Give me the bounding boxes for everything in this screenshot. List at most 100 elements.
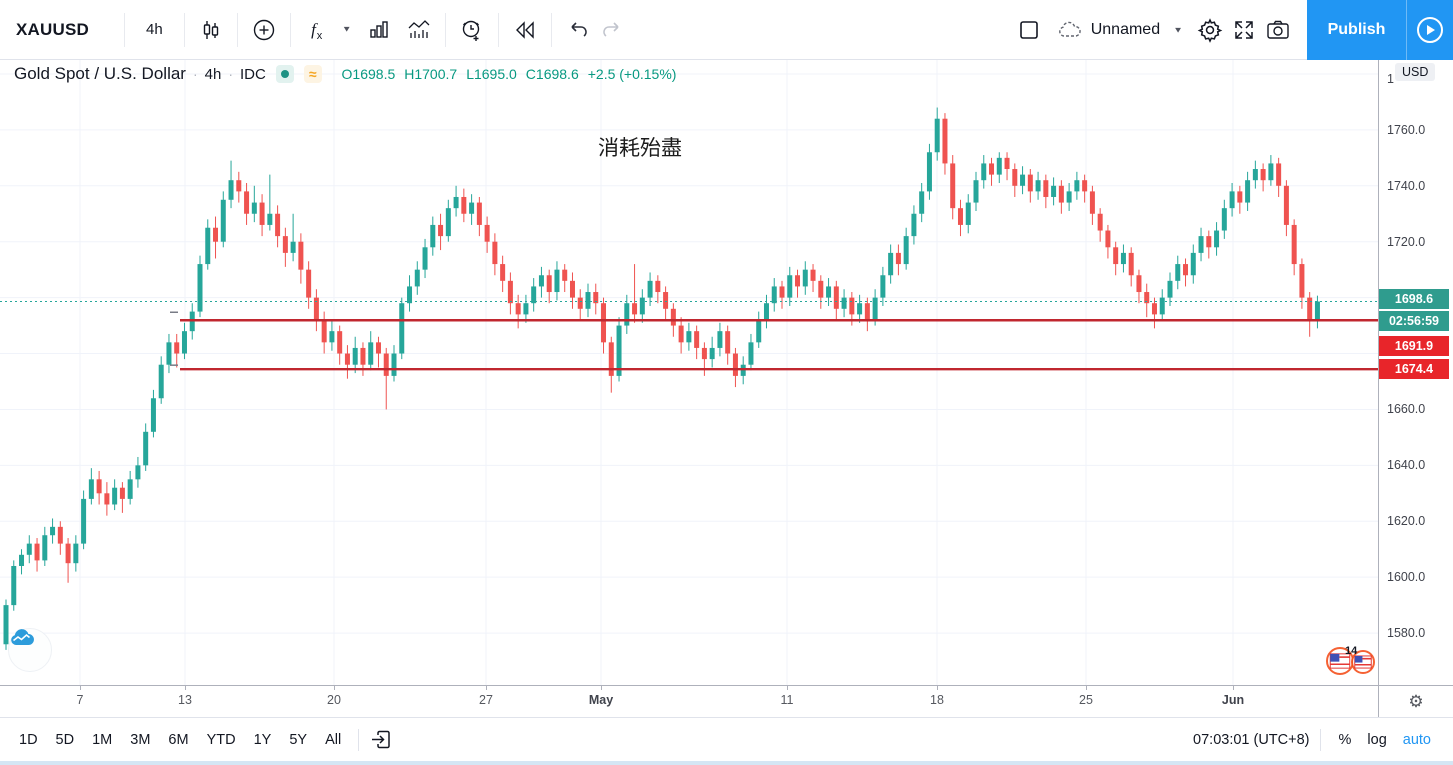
toolbar-divider — [289, 12, 291, 47]
time-tick-label: 7 — [76, 693, 84, 707]
price-axis[interactable]: 1 USD 1698.6 02:56:59 1691.9 1674.4 1760… — [1378, 60, 1453, 685]
range-button-1m[interactable]: 1M — [92, 731, 113, 748]
fx-icon: fx — [311, 19, 323, 42]
bottombar-divider — [1319, 728, 1321, 751]
indicators-dropdown-chevron-icon[interactable]: ▼ — [341, 25, 352, 34]
toolbar-divider — [444, 12, 446, 47]
range-button-ytd[interactable]: YTD — [206, 731, 236, 748]
top-toolbar: XAUUSD 4h fx ▼ — [0, 0, 1453, 60]
compare-add-icon[interactable] — [247, 10, 281, 50]
price-scale-settings-gear-icon[interactable]: ⚙ — [1408, 691, 1424, 711]
delayed-data-icon[interactable]: ≈ — [303, 65, 322, 83]
publish-play-icon[interactable] — [1407, 17, 1453, 43]
last-price-badge: 1698.6 — [1379, 288, 1449, 309]
bottombar-divider — [358, 728, 360, 751]
calendar-event-count[interactable]: 14 — [1345, 645, 1358, 657]
date-range-buttons: 1D 5D 1M 3M 6M YTD 1Y 5Y All — [0, 728, 348, 752]
currency-badge[interactable]: USD — [1395, 63, 1436, 81]
price-tick-label: 1640.0 — [1387, 458, 1426, 473]
layout-name-label: Unnamed — [1090, 21, 1161, 38]
range-button-all[interactable]: All — [325, 731, 342, 748]
layout-select-icon[interactable] — [1012, 10, 1046, 50]
axis-corner: ⚙ — [1378, 685, 1453, 717]
interval-button[interactable]: 4h — [146, 21, 163, 38]
chart-annotation-text[interactable]: 消耗殆盡 — [598, 136, 682, 160]
percent-scale-button[interactable]: % — [1338, 731, 1352, 748]
symbol-button[interactable]: XAUUSD — [16, 19, 89, 39]
indicators-fx-button[interactable]: fx — [300, 10, 334, 50]
time-tick — [334, 686, 335, 690]
time-tick-label: 11 — [780, 693, 794, 707]
auto-scale-button[interactable]: auto — [1402, 731, 1431, 748]
price-tick-label: 1580.0 — [1387, 626, 1426, 641]
range-button-1d[interactable]: 1D — [19, 731, 38, 748]
fullscreen-icon[interactable] — [1227, 10, 1261, 50]
ohlc-low: L1695.0 — [466, 66, 517, 82]
time-tick — [1233, 686, 1234, 690]
price-tick-label: 1620.0 — [1387, 514, 1426, 529]
pattern-forecast-icon[interactable] — [402, 10, 436, 50]
range-button-3m[interactable]: 3M — [130, 731, 151, 748]
time-tick-label: 20 — [327, 693, 341, 707]
legend-exchange: IDC — [240, 65, 266, 83]
range-button-6m[interactable]: 6M — [168, 731, 189, 748]
publish-button[interactable]: Publish — [1307, 0, 1453, 60]
toolbar-divider — [497, 12, 499, 47]
range-button-5d[interactable]: 5D — [55, 731, 75, 748]
time-tick — [185, 686, 186, 690]
toolbar-divider — [236, 12, 238, 47]
fundamental-metrics-icon[interactable] — [362, 10, 396, 50]
ohlc-high: H1700.7 — [404, 66, 458, 82]
tradingview-logo-button[interactable] — [8, 628, 52, 672]
window-edge-strip — [0, 761, 1453, 765]
price-level-badge-2: 1674.4 — [1379, 359, 1449, 380]
time-tick — [80, 686, 81, 690]
legend-separator: · — [192, 66, 198, 82]
bottom-toolbar: 1D 5D 1M 3M 6M YTD 1Y 5Y All 07:03:01 (UTC+8) % … — [0, 717, 1453, 761]
cloud-save-icon — [1058, 21, 1081, 37]
snapshot-camera-icon[interactable] — [1261, 10, 1295, 50]
price-level-badge-1: 1691.9 — [1379, 336, 1449, 357]
price-tick-label: 1660.0 — [1387, 402, 1426, 417]
time-tick-label: 13 — [178, 693, 192, 707]
chart-settings-gear-icon[interactable] — [1193, 10, 1227, 50]
ohlc-values: O1698.5 H1700.7 L1695.0 C1698.6 +2.5 (+0… — [342, 66, 677, 82]
range-button-5y[interactable]: 5Y — [289, 731, 308, 748]
undo-icon[interactable] — [561, 10, 595, 50]
chart-pane[interactable]: 消耗殆盡 14 — [0, 60, 1378, 685]
legend-interval: 4h — [204, 65, 222, 83]
time-tick — [937, 686, 938, 690]
go-to-date-icon — [372, 730, 390, 748]
bar-replay-icon[interactable] — [508, 10, 542, 50]
ohlc-close: C1698.6 — [525, 66, 579, 82]
time-tick-label: 25 — [1079, 693, 1093, 707]
legend-title: Gold Spot / U.S. Dollar — [14, 64, 186, 83]
price-tick-label: 1720.0 — [1387, 234, 1426, 249]
time-tick — [1086, 686, 1087, 690]
symbol-legend[interactable]: Gold Spot / U.S. Dollar · 4h · IDC ≈ O16… — [14, 64, 676, 84]
bar-countdown-badge: 02:56:59 — [1379, 310, 1449, 331]
publish-separator — [1406, 0, 1407, 60]
layout-chevron-icon: ▼ — [1173, 25, 1183, 35]
log-scale-button[interactable]: log — [1367, 731, 1387, 748]
cloud-chart-logo-icon — [11, 629, 34, 645]
layout-name-button[interactable]: Unnamed ▼ — [1056, 20, 1183, 40]
candlestick-chart[interactable]: 消耗殆盡 14 — [0, 60, 1378, 685]
time-tick — [486, 686, 487, 690]
chart-style-candles-icon[interactable] — [194, 10, 228, 50]
time-tick-label: 18 — [930, 693, 944, 707]
clock-timezone-button[interactable]: 07:03:01 (UTC+8) — [1193, 731, 1310, 748]
range-button-1y[interactable]: 1Y — [253, 731, 272, 748]
time-axis[interactable]: 7 13 20 27 May 11 18 25 Jun — [0, 685, 1378, 717]
time-tick-label: 27 — [479, 693, 493, 707]
time-tick-label: Jun — [1221, 693, 1245, 707]
go-to-date-button[interactable] — [369, 728, 393, 752]
toolbar-divider — [183, 12, 185, 47]
market-status-dot-icon[interactable] — [275, 65, 294, 83]
price-axis-partial-label: 1 — [1387, 72, 1394, 86]
create-alert-icon[interactable] — [455, 10, 489, 50]
price-tick-label: 1740.0 — [1387, 178, 1426, 193]
price-tick-label: 1760.0 — [1387, 122, 1426, 137]
redo-icon[interactable] — [595, 10, 629, 50]
